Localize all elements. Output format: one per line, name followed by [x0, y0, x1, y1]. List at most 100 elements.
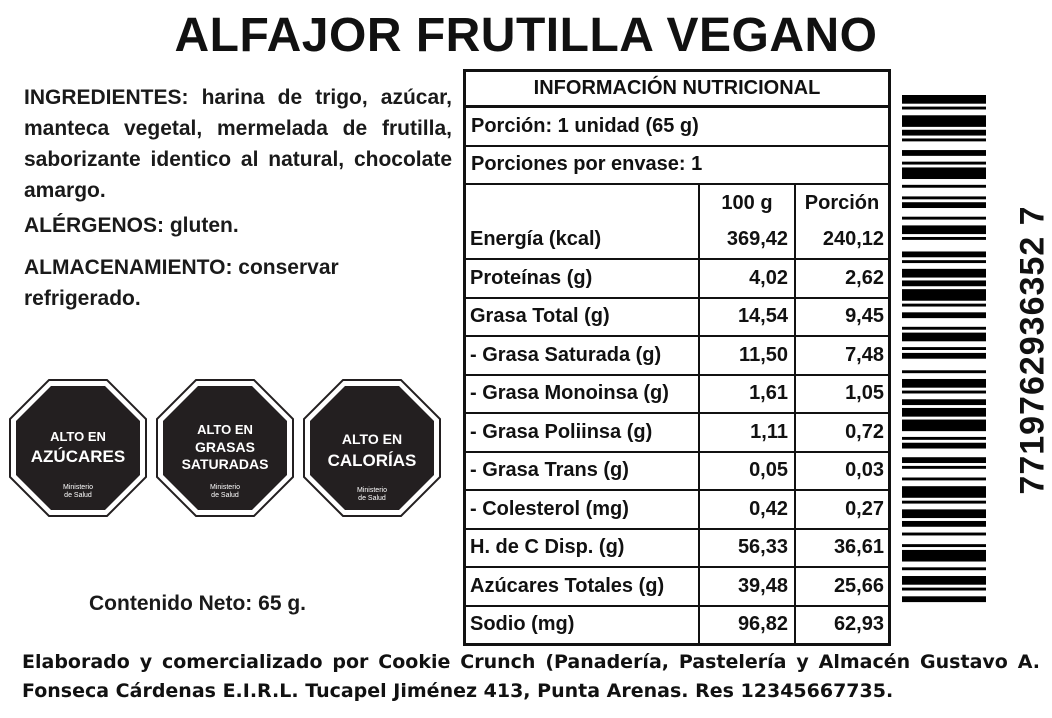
barcode-bar	[902, 161, 986, 165]
storage-value: conservar refrigerado.	[24, 256, 339, 310]
barcode-bar	[902, 106, 986, 110]
seal-high-calories: ALTO EN CALORÍAS Ministerio de Salud	[302, 378, 442, 518]
nutrient-label: Azúcares Totales (g)	[470, 574, 665, 597]
header-100g: 100 g	[698, 185, 794, 222]
nutrient-row: - Grasa Poliinsa (g) 1,11 0,72	[466, 412, 888, 451]
product-title: ALFAJOR FRUTILLA VEGANO	[174, 9, 878, 62]
nutrient-row: Energía (kcal) 369,42 240,12	[466, 221, 888, 258]
barcode-bar	[902, 196, 986, 200]
barcode-bar	[902, 370, 986, 374]
nutrient-row: Grasa Total (g) 14,54 9,45	[466, 296, 888, 335]
serving-size: Porción: 1 unidad (65 g)	[466, 106, 888, 145]
nutrient-per-100g: 11,50	[698, 337, 794, 374]
barcode-bar	[902, 167, 986, 180]
barcode-bar	[902, 509, 986, 519]
barcode-bar	[902, 520, 986, 527]
nutrient-per-100g: 1,61	[698, 375, 794, 412]
nutrient-per-100g: 96,82	[698, 606, 794, 643]
seal-line: CALORÍAS	[328, 451, 417, 470]
barcode-bar	[902, 352, 986, 359]
allergens-label: ALÉRGENOS:	[24, 214, 165, 237]
barcode-bar	[902, 549, 986, 562]
barcode-bar	[902, 260, 986, 264]
barcode-bar	[902, 115, 986, 127]
seal-ministry: de Salud	[358, 495, 386, 502]
seal-line: ALTO EN	[50, 429, 106, 444]
nutrient-row: - Colesterol (mg) 0,42 0,27	[466, 489, 888, 528]
barcode-bar	[902, 378, 986, 388]
nutrient-per-portion: 240,12	[794, 221, 888, 258]
seal-line: GRASAS	[195, 439, 255, 455]
barcode-bar	[902, 457, 986, 464]
seal-ministry: Ministerio	[357, 487, 387, 494]
nutrient-row: - Grasa Monoinsa (g) 1,61 1,05	[466, 373, 888, 412]
seal-ministry: de Salud	[211, 492, 239, 499]
nutrient-per-portion: 62,93	[794, 606, 888, 643]
nutrient-label: Proteínas (g)	[470, 266, 593, 289]
barcode-bar	[902, 332, 986, 342]
barcode-bar	[902, 216, 986, 220]
nutrient-row: - Grasa Trans (g) 0,05 0,03	[466, 450, 888, 489]
nutrient-per-100g: 39,48	[698, 568, 794, 605]
barcode-bar	[902, 150, 986, 156]
barcode-bar	[902, 138, 986, 142]
nutrient-label: - Grasa Monoinsa (g)	[470, 382, 669, 405]
ingredients-label: INGREDIENTES:	[24, 86, 189, 109]
allergens-text: ALÉRGENOS: gluten.	[24, 210, 239, 241]
barcode-bar	[902, 486, 986, 498]
barcode-bar	[902, 251, 986, 258]
allergens-value: gluten.	[169, 214, 239, 237]
nutrient-label: Sodio (mg)	[470, 613, 575, 636]
nutrient-per-portion: 1,05	[794, 375, 888, 412]
barcode-bar	[902, 442, 986, 449]
barcode-bar	[902, 567, 986, 571]
barcode-bar	[902, 326, 986, 330]
nutrient-rows: Energía (kcal) 369,42 240,12 Proteínas (g) 4…	[466, 221, 888, 643]
column-headers: 100 g Porción	[466, 183, 888, 222]
barcode-bar	[902, 280, 986, 287]
nutrient-per-portion: 0,27	[794, 491, 888, 528]
barcode-bar	[902, 184, 986, 188]
nutrient-per-portion: 2,62	[794, 260, 888, 297]
barcode-bar	[902, 477, 986, 481]
barcode-bar	[902, 532, 986, 536]
nutrient-row: H. de C Disp. (g) 56,33 36,61	[466, 527, 888, 566]
barcode-bar	[902, 312, 986, 319]
nutrient-row: Sodio (mg) 96,82 62,93	[466, 604, 888, 643]
nutrient-per-100g: 56,33	[698, 529, 794, 566]
barcode-bar	[902, 465, 986, 469]
barcode-bar	[902, 407, 986, 417]
nutrient-label: H. de C Disp. (g)	[470, 536, 625, 559]
barcode-bar	[902, 268, 986, 278]
servings-per-package: Porciones por envase: 1	[466, 144, 888, 184]
nutrient-per-portion: 9,45	[794, 298, 888, 335]
barcode-bar	[902, 390, 986, 394]
seal-line: ALTO EN	[197, 422, 253, 437]
storage-label: ALMACENAMIENTO:	[24, 256, 233, 279]
barcode-bar	[902, 236, 986, 240]
seal-high-saturated-fat: ALTO EN GRASAS SATURADAS Ministerio de S…	[155, 378, 295, 518]
nutrient-per-portion: 0,72	[794, 414, 888, 451]
storage-text: ALMACENAMIENTO: conservar refrigerado.	[24, 252, 444, 314]
seal-line: ALTO EN	[342, 431, 402, 447]
barcode-bar	[902, 500, 986, 504]
ingredients-text: INGREDIENTES: harina de trigo, azúcar, m…	[24, 82, 452, 206]
barcode-bar	[902, 225, 986, 235]
nutrient-per-100g: 0,05	[698, 452, 794, 489]
net-content: Contenido Neto: 65 g.	[89, 592, 306, 615]
nutrient-per-portion: 36,61	[794, 529, 888, 566]
nutrient-per-portion: 0,03	[794, 452, 888, 489]
barcode-bar	[902, 596, 986, 603]
barcode-bar	[902, 289, 986, 301]
seal-line: AZÚCARES	[31, 447, 125, 466]
barcode-bar	[902, 419, 986, 432]
barcode-bar	[902, 399, 986, 406]
nutrient-label: Grasa Total (g)	[470, 305, 610, 328]
seal-high-sugar: ALTO EN AZÚCARES Ministerio de Salud	[8, 378, 148, 518]
barcode-bar	[902, 95, 986, 104]
barcode-bar	[902, 303, 986, 307]
nutrient-per-100g: 4,02	[698, 260, 794, 297]
nutrient-per-100g: 0,42	[698, 491, 794, 528]
ingredients-value: harina de trigo, azúcar, manteca vegetal…	[24, 86, 452, 202]
nutrient-row: - Grasa Saturada (g) 11,50 7,48	[466, 335, 888, 374]
